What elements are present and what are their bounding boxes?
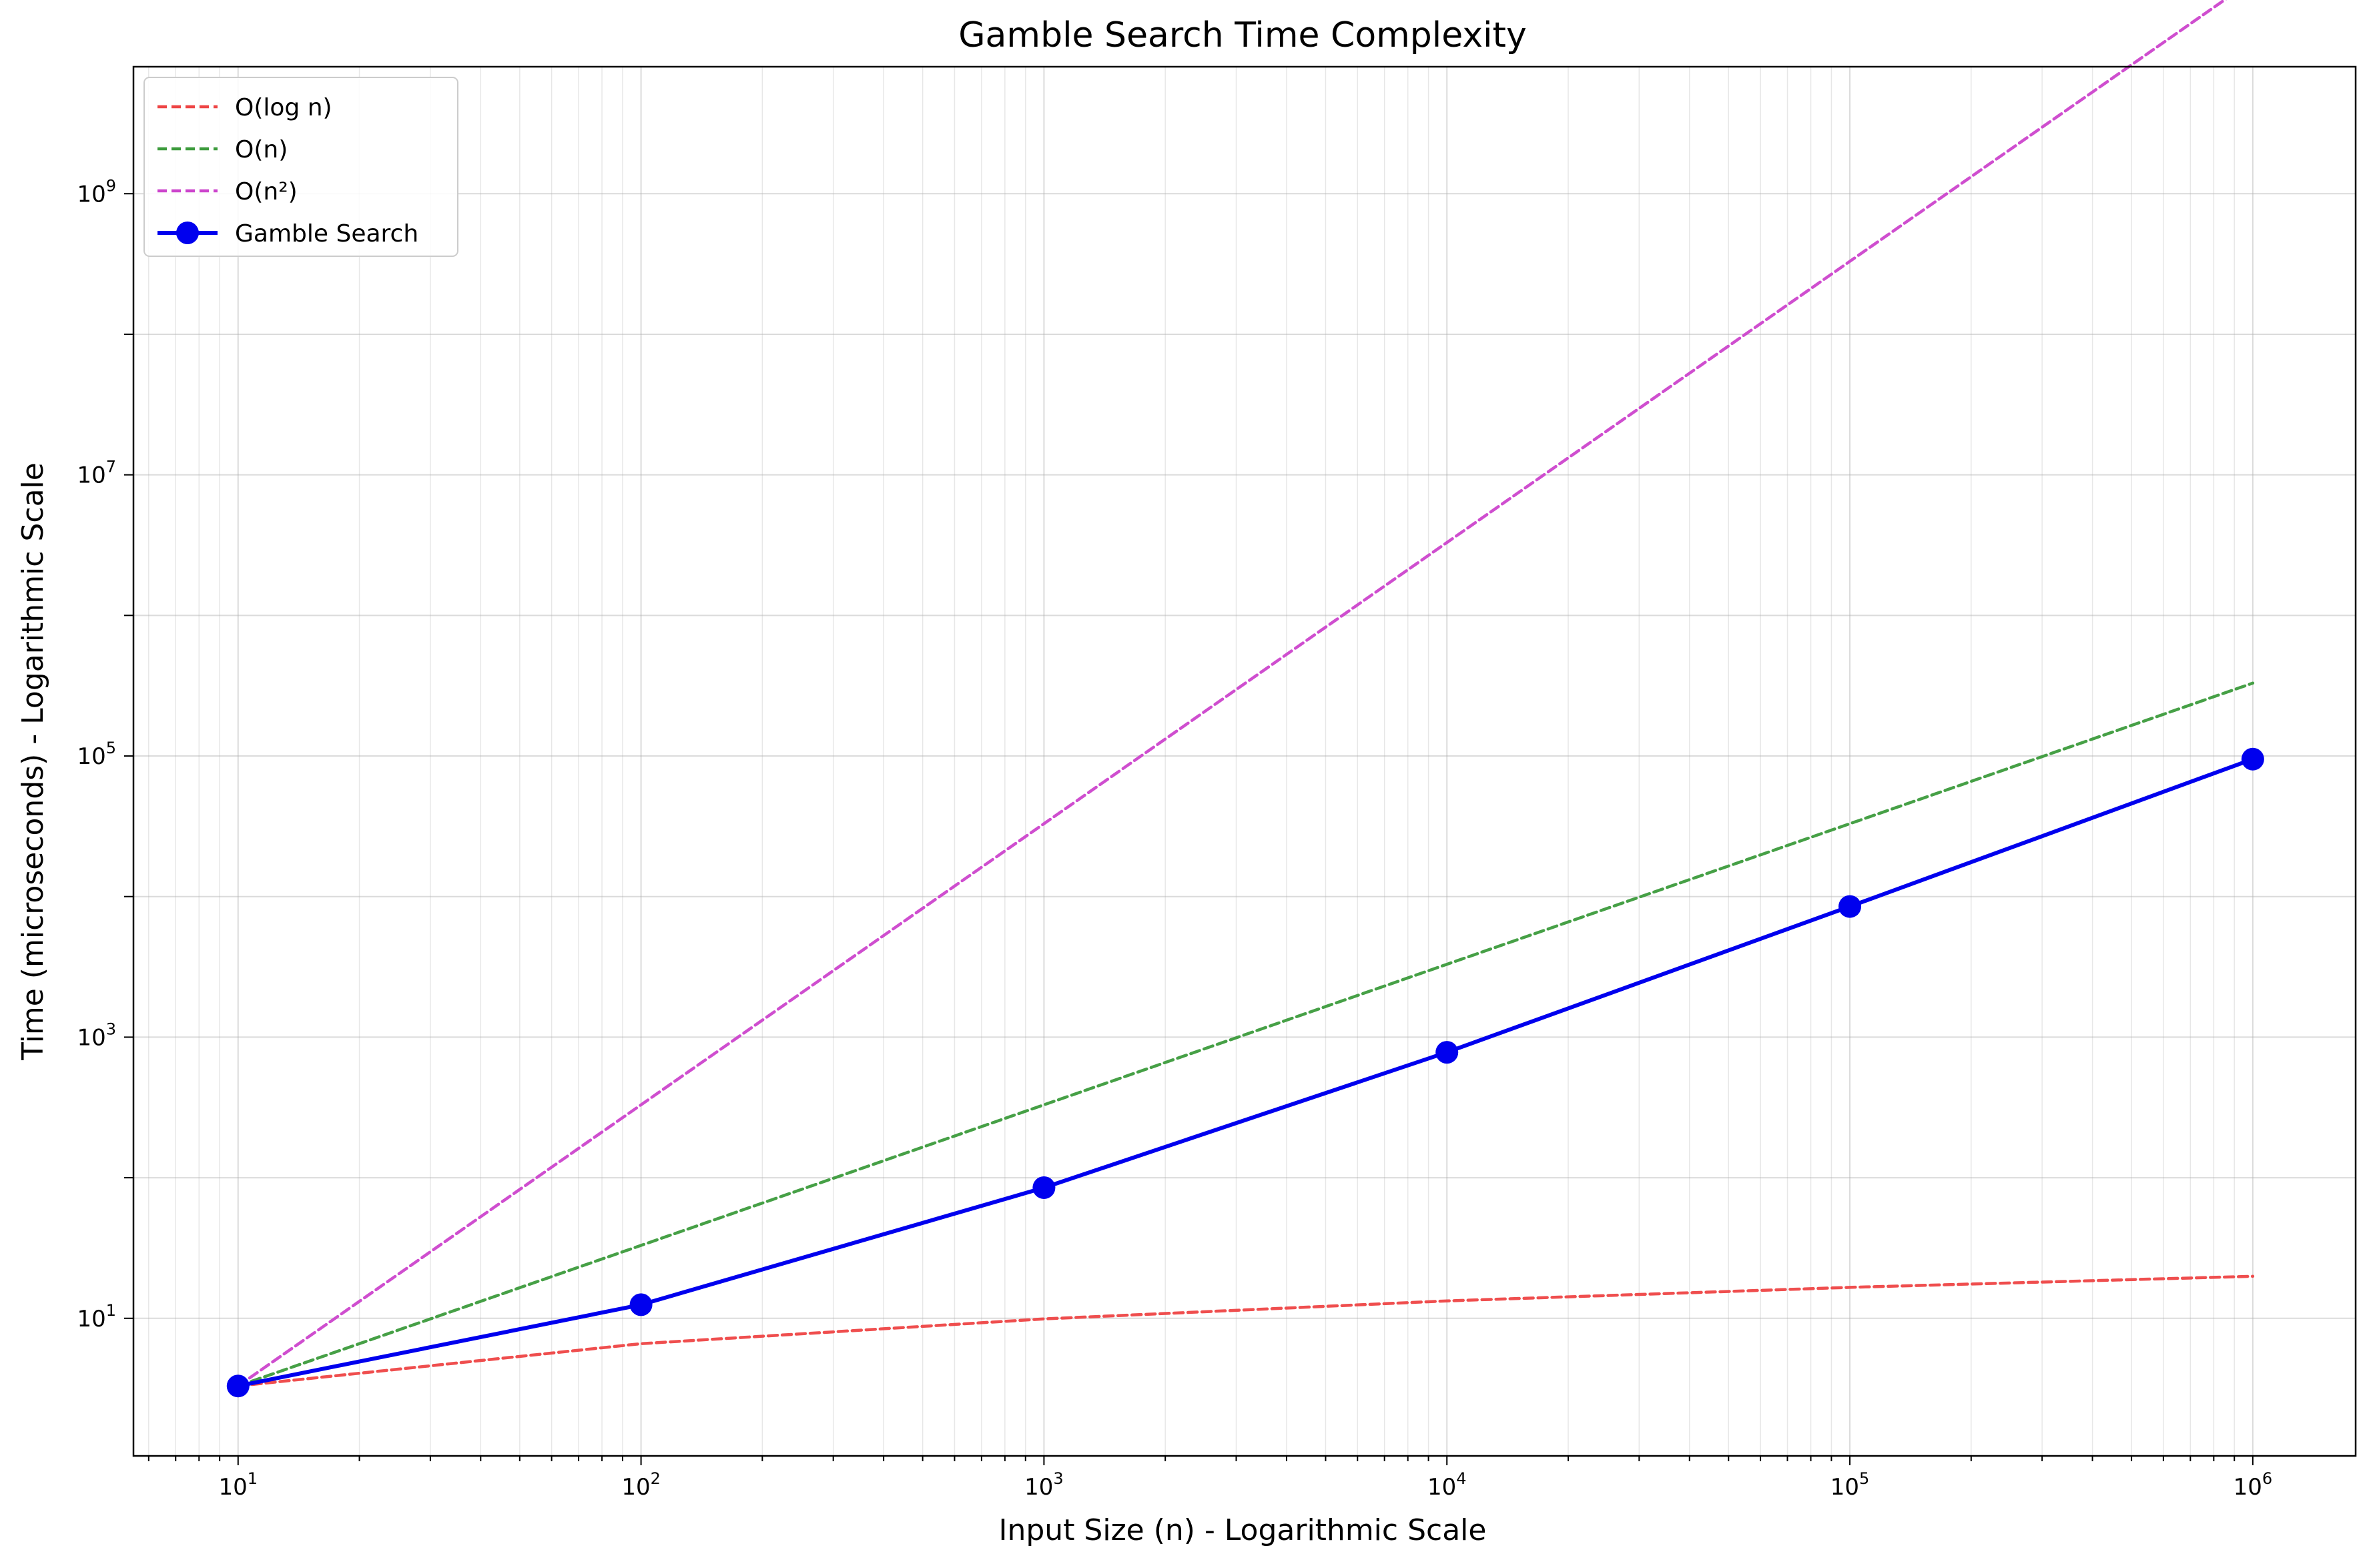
legend-items: O(log n) O(n) O(n²) Gamble Search [157,94,418,248]
legend: O(log n) O(n) O(n²) Gamble Search [143,77,458,257]
series-line-o-log-n [236,1274,2255,1388]
series-layer [226,0,2264,1398]
y-tick-label: 101 [77,1301,116,1332]
x-tick-label: 103 [1024,1469,1064,1501]
y-tick-label: 103 [77,1020,116,1051]
legend-label: O(log n) [235,94,332,121]
y-tick-label: 105 [77,739,116,770]
series-line-gamble-search [236,757,2255,1389]
data-point [629,1293,653,1316]
data-point [2241,747,2264,771]
plot-frame [132,65,2357,1457]
legend-marker [176,222,199,244]
x-tick-label: 105 [1830,1469,1870,1501]
y-tick-label: 109 [77,176,116,208]
grid-layer [133,67,2356,1456]
y-axis-title: Time (microseconds) - Logarithmic Scale [16,462,50,1061]
series-line-o-n [236,681,2255,1388]
legend-label: O(n²) [235,178,298,206]
series-line-o-n [236,0,2228,1388]
x-tick-label: 102 [621,1469,661,1501]
x-tick-label: 106 [2234,1469,2273,1501]
chart-title: Gamble Search Time Complexity [958,15,1526,55]
x-tick-label: 101 [219,1469,258,1501]
data-point [1838,895,1862,918]
x-axis-title: Input Size (n) - Logarithmic Scale [999,1513,1487,1547]
legend-label: Gamble Search [235,220,418,248]
data-point [1435,1041,1459,1064]
y-tick-label: 107 [77,458,116,489]
legend-label: O(n) [235,136,288,163]
data-point [1032,1176,1056,1199]
x-tick-label: 104 [1427,1469,1467,1501]
axis-layer: 101 102 103 104 105 106 101 103 105 107 109 [77,176,2272,1501]
data-point [226,1375,250,1398]
legend-box [143,77,458,257]
